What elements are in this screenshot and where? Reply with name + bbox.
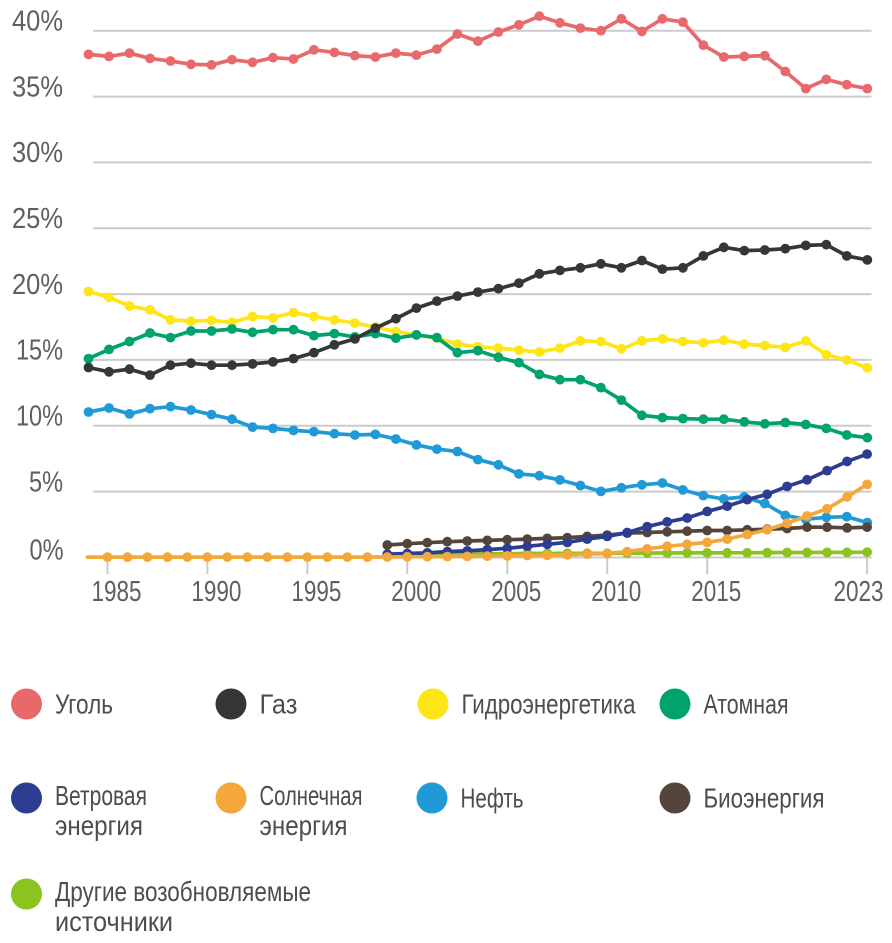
svg-text:энергия: энергия [55,810,143,841]
svg-text:Биоэнергия: Биоэнергия [704,783,825,814]
svg-text:15%: 15% [16,335,63,367]
svg-text:Нефть: Нефть [461,783,524,814]
svg-text:2015: 2015 [691,576,741,608]
svg-text:Другие возобновляемые: Другие возобновляемые [55,876,311,907]
svg-text:40%: 40% [12,6,63,38]
svg-text:Ветровая: Ветровая [55,780,147,811]
svg-text:2023: 2023 [834,576,884,608]
svg-text:1985: 1985 [92,576,142,608]
svg-text:источники: источники [55,906,173,937]
svg-text:30%: 30% [12,137,63,169]
svg-text:10%: 10% [16,401,63,433]
svg-text:Атомная: Атомная [704,689,789,720]
svg-text:энергия: энергия [260,810,348,841]
svg-text:2000: 2000 [391,576,441,608]
svg-text:Уголь: Уголь [55,689,113,720]
svg-text:0%: 0% [30,535,64,567]
svg-text:2005: 2005 [491,576,541,608]
svg-text:35%: 35% [12,71,63,103]
svg-text:1990: 1990 [191,576,241,608]
svg-text:1995: 1995 [291,576,341,608]
svg-text:Газ: Газ [260,689,298,720]
svg-text:5%: 5% [29,466,63,498]
svg-text:Гидроэнергетика: Гидроэнергетика [462,689,637,720]
svg-text:2010: 2010 [591,576,641,608]
svg-text:25%: 25% [12,203,63,235]
svg-text:20%: 20% [12,269,63,301]
svg-text:Солнечная: Солнечная [260,780,363,811]
